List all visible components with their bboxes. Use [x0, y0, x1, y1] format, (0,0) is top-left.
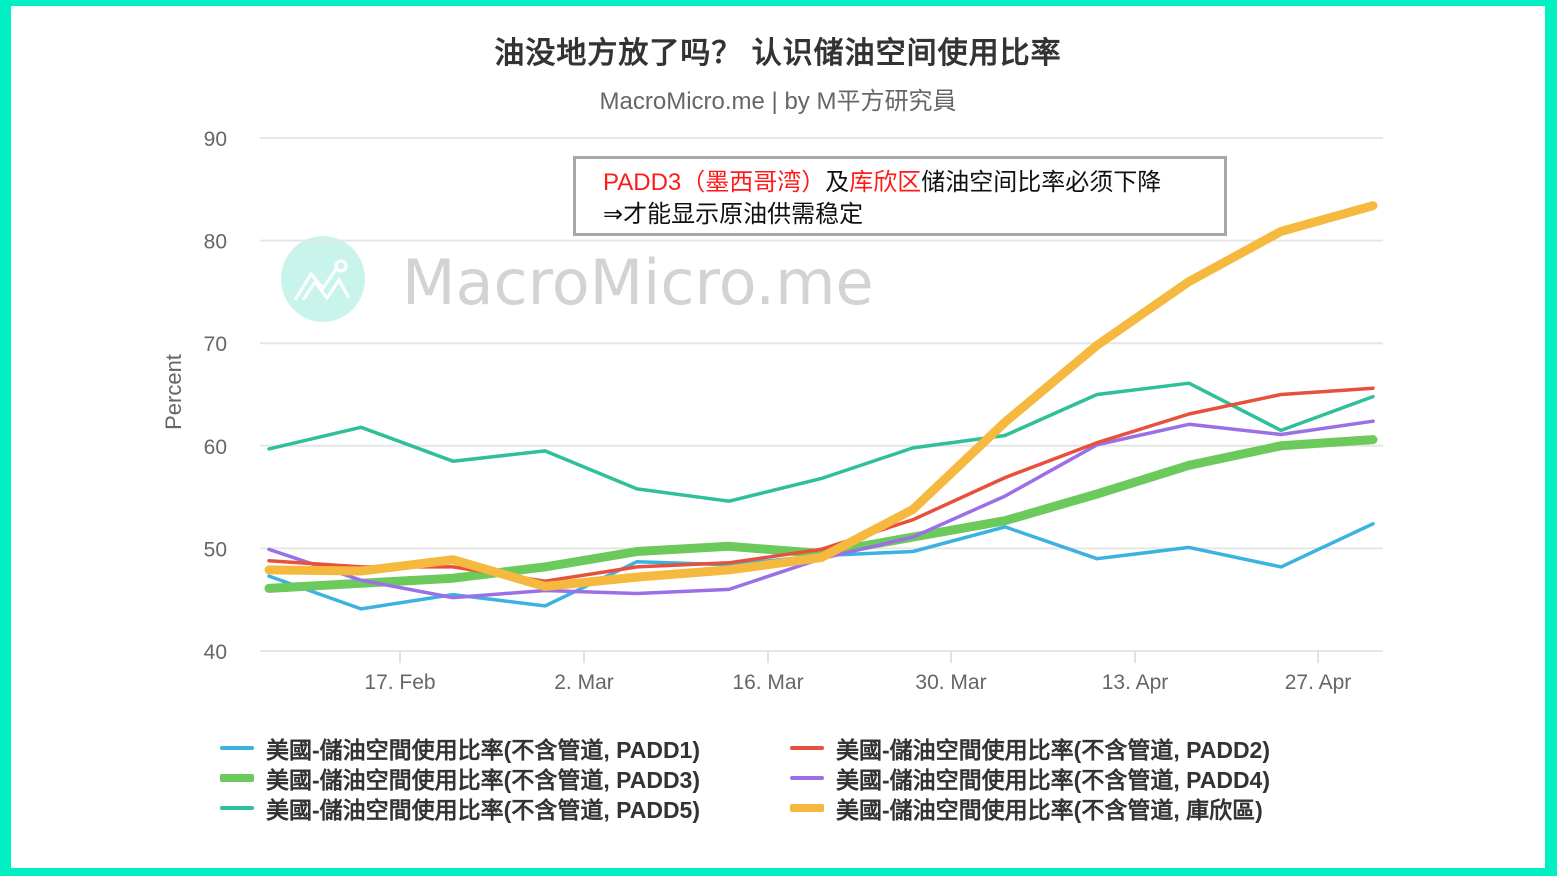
- legend-swatch-icon: [220, 746, 254, 750]
- x-tick-label: 13. Apr: [1102, 671, 1169, 694]
- legend-item-padd5[interactable]: 美國-儲油空間使用比率(不含管道, PADD5): [220, 793, 700, 823]
- annotation-box: PADD3（墨西哥湾）及库欣区储油空间比率必须下降 ⇒才能显示原油供需稳定: [573, 156, 1227, 236]
- chart-title: 油没地方放了吗？ 认识储油空间使用比率: [494, 37, 1062, 70]
- x-tick-label: 30. Mar: [915, 671, 986, 694]
- x-tick-label: 2. Mar: [554, 671, 614, 694]
- plot-area: 90 80 70 60 50 40 Percent 17. Feb 2. Mar 16. Mar 3…: [161, 128, 1383, 694]
- series-line[interactable]: [267, 381, 1375, 503]
- y-tick-label: 50: [204, 538, 227, 561]
- legend-swatch-icon: [790, 804, 824, 812]
- legend-swatch-icon: [790, 746, 824, 750]
- legend-item-padd1[interactable]: 美國-儲油空間使用比率(不含管道, PADD1): [220, 733, 700, 763]
- annotation-line-1: PADD3（墨西哥湾）及库欣区储油空间比率必须下降: [603, 169, 1162, 196]
- y-axis-title: Percent: [161, 354, 186, 430]
- y-tick-label: 60: [204, 436, 227, 459]
- legend-item-padd2[interactable]: 美國-儲油空間使用比率(不含管道, PADD2): [790, 733, 1270, 763]
- series-line[interactable]: [267, 419, 1375, 600]
- chart-line-logo-icon: [281, 236, 365, 322]
- legend-item-padd3[interactable]: 美國-儲油空間使用比率(不含管道, PADD3): [220, 763, 700, 793]
- legend-swatch-icon: [220, 806, 254, 810]
- series-line[interactable]: [264, 201, 1378, 591]
- watermark-text: MacroMicro.me: [402, 246, 874, 319]
- x-tick-label: 16. Mar: [732, 671, 803, 694]
- y-tick-label: 40: [204, 641, 227, 664]
- legend-swatch-icon: [790, 776, 824, 780]
- y-tick-label: 80: [204, 231, 227, 254]
- x-tick-label: 17. Feb: [364, 671, 435, 694]
- legend-item-cushing[interactable]: 美國-儲油空間使用比率(不含管道, 庫欣區): [790, 793, 1270, 823]
- chart-subtitle: MacroMicro.me | by M平方研究員: [599, 88, 957, 115]
- y-tick-label: 90: [204, 128, 227, 151]
- annotation-line-2: ⇒才能显示原油供需稳定: [603, 201, 864, 228]
- legend-column-left: 美國-儲油空間使用比率(不含管道, PADD1) 美國-儲油空間使用比率(不含管…: [220, 733, 700, 823]
- legend-column-right: 美國-儲油空間使用比率(不含管道, PADD2) 美國-儲油空間使用比率(不含管…: [790, 733, 1270, 823]
- y-tick-label: 70: [204, 333, 227, 356]
- chart-frame: 油没地方放了吗？ 认识储油空间使用比率 MacroMicro.me | by M…: [11, 6, 1545, 868]
- x-tick-label: 27. Apr: [1285, 671, 1352, 694]
- legend-swatch-icon: [220, 774, 254, 782]
- legend-item-padd4[interactable]: 美國-儲油空間使用比率(不含管道, PADD4): [790, 763, 1270, 793]
- series-line[interactable]: [267, 386, 1375, 583]
